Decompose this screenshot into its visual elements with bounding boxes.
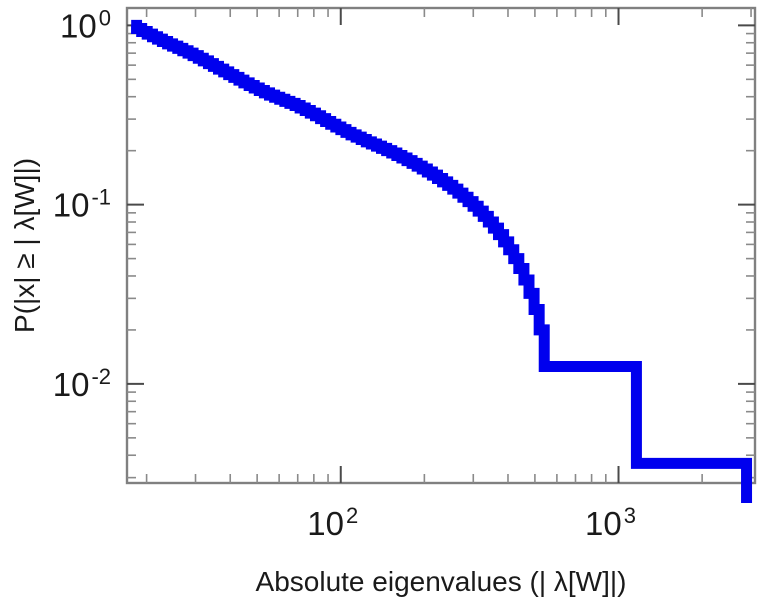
data-series-group [131,19,753,503]
plot-frame [125,6,757,485]
x-axis-tick-labels: 102 103 [307,503,636,543]
axis-frame [125,6,757,485]
y-axis-label: P(|x| ≥ | λ[W]|) [9,158,40,333]
x-axis-label: Absolute eigenvalues (| λ[W]|) [256,566,627,597]
tick-label: 100 [60,5,111,45]
tick-label: 10-2 [53,363,111,403]
y-axis-ticks-right [738,24,755,479]
tick-label: 10-1 [53,184,111,224]
y-axis-ticks-left [127,24,144,479]
tick-label: 103 [585,503,636,543]
x-axis-ticks-bottom [145,466,752,483]
x-axis-ticks-top [145,8,752,25]
y-axis-tick-labels: 100 10-1 10-2 [53,5,111,403]
tick-label: 102 [307,503,358,543]
ccdf-line [131,19,753,503]
